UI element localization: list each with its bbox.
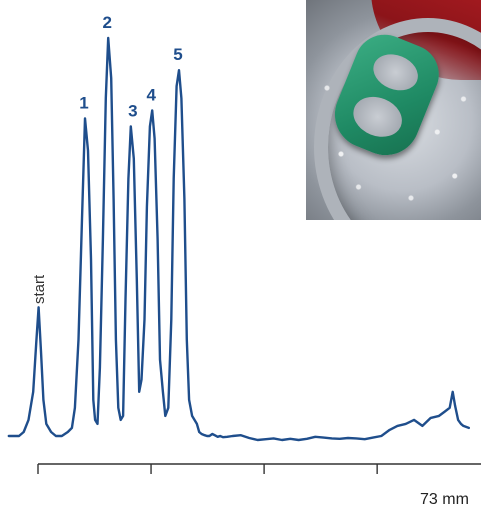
peak-label-1: 1 (79, 93, 88, 112)
peak-label-4: 4 (146, 85, 156, 104)
x-axis (37, 463, 481, 474)
peak-labels: 1 2 34 5 (79, 13, 182, 120)
peak-label-2: 2 (102, 13, 111, 32)
peak-label-3: 3 (128, 101, 137, 120)
axis-end-label: 73 mm (420, 491, 469, 508)
water-droplets (306, 0, 481, 220)
can-pull-tab-photo (306, 0, 481, 220)
chromatogram-trace (7, 36, 470, 442)
peak-label-5: 5 (173, 45, 182, 64)
start-label: start (31, 274, 48, 304)
